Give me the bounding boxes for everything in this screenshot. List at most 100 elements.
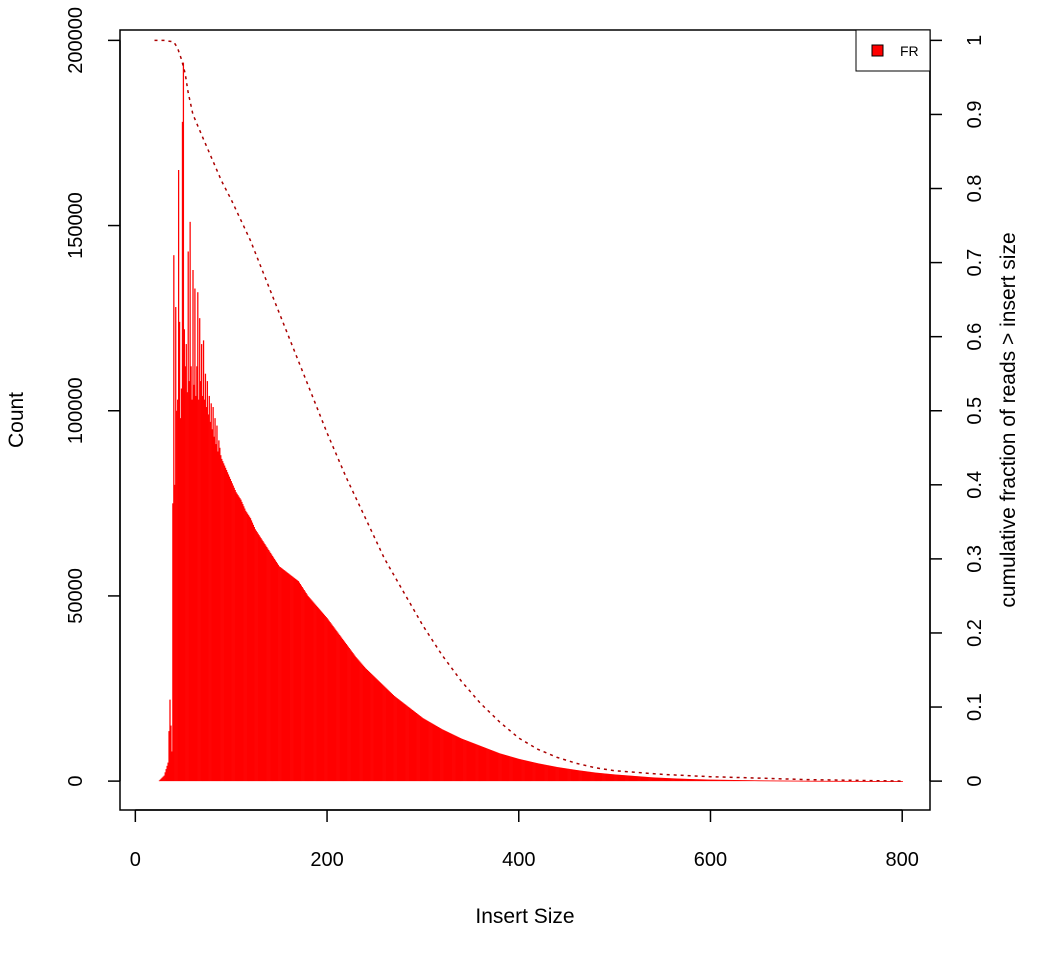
histogram-bar xyxy=(232,485,234,782)
histogram-bar xyxy=(571,769,573,782)
histogram-bar xyxy=(613,774,615,782)
histogram-bar xyxy=(491,750,493,782)
histogram-bar xyxy=(583,771,585,782)
histogram-bar xyxy=(751,780,753,782)
histogram-bar xyxy=(495,751,497,782)
histogram-bar xyxy=(361,663,363,782)
histogram-bar xyxy=(851,780,854,782)
y-axis-title: Count xyxy=(5,392,28,448)
histogram-bar xyxy=(827,780,830,782)
histogram-bar xyxy=(326,618,328,782)
histogram-bar xyxy=(701,779,703,782)
histogram-bar xyxy=(704,779,706,782)
histogram-bar xyxy=(581,770,583,782)
histogram-bar xyxy=(268,550,270,782)
histogram-bar xyxy=(670,778,672,782)
histogram-bar xyxy=(236,493,238,782)
histogram-bar xyxy=(543,764,545,782)
histogram-bar xyxy=(194,288,196,782)
histogram-bar xyxy=(204,373,207,782)
histogram-bar xyxy=(208,395,210,782)
histogram-bar xyxy=(726,779,728,782)
histogram-bar xyxy=(764,780,766,782)
histogram-bar xyxy=(170,725,172,782)
histogram-bar xyxy=(332,625,334,782)
histogram-bar xyxy=(510,756,512,782)
histogram-bar xyxy=(503,754,506,782)
histogram-bar xyxy=(801,780,803,782)
histogram-bar xyxy=(299,584,301,782)
histogram-bar xyxy=(690,779,693,782)
histogram-bar xyxy=(593,772,595,782)
histogram-bar xyxy=(568,768,570,782)
histogram-bar xyxy=(792,780,794,782)
histogram-bar xyxy=(843,780,845,782)
histogram-bar xyxy=(700,779,702,782)
histogram-bar xyxy=(159,779,162,782)
histogram-bar xyxy=(442,729,444,782)
histogram-bar xyxy=(559,767,561,782)
histogram-bar xyxy=(660,777,662,782)
histogram-bar xyxy=(475,744,477,782)
histogram-bar xyxy=(549,765,552,782)
histogram-bar xyxy=(706,779,708,782)
histogram-bar xyxy=(591,772,593,782)
histogram-bar xyxy=(561,767,563,782)
histogram-bar xyxy=(860,780,862,782)
histogram-bar xyxy=(564,768,566,782)
histogram-bar xyxy=(235,492,237,782)
histogram-bar xyxy=(470,742,472,782)
histogram-bar xyxy=(710,779,712,782)
histogram-bar xyxy=(585,771,587,782)
histogram-bar xyxy=(808,780,810,782)
histogram-bar xyxy=(389,692,392,782)
histogram-bar xyxy=(473,743,475,782)
histogram-bar xyxy=(247,515,250,782)
histogram-bar xyxy=(386,688,388,782)
histogram-bar xyxy=(439,728,441,782)
histogram-bar xyxy=(539,763,541,782)
histogram-bar xyxy=(274,560,277,782)
histogram-bar xyxy=(201,344,203,782)
histogram-bar xyxy=(849,780,852,782)
histogram-bar xyxy=(368,671,371,782)
histogram-bar xyxy=(328,620,330,782)
histogram-bar xyxy=(364,668,367,782)
histogram-bar xyxy=(836,780,838,782)
histogram-bar xyxy=(804,780,807,782)
histogram-bar xyxy=(175,307,177,782)
histogram-bar xyxy=(409,708,412,782)
histogram-bar xyxy=(760,780,763,782)
histogram-bar xyxy=(282,569,284,782)
histogram-bar xyxy=(484,747,486,782)
histogram-bar xyxy=(555,766,557,782)
histogram-bar xyxy=(239,498,241,782)
histogram-bar xyxy=(349,649,351,782)
histogram-bar xyxy=(305,592,307,782)
histogram-bar xyxy=(826,780,829,782)
histogram-bar xyxy=(590,771,592,782)
histogram-bar xyxy=(256,532,258,782)
histogram-bar xyxy=(206,381,209,782)
histogram-bar xyxy=(536,763,538,782)
histogram-bar xyxy=(627,775,629,782)
histogram-bar xyxy=(321,612,324,782)
histogram-bar xyxy=(796,780,798,782)
histogram-bar xyxy=(816,780,818,782)
histogram-bar xyxy=(553,766,556,782)
histogram-bar xyxy=(750,780,752,782)
histogram-bar xyxy=(625,775,627,782)
histogram-bar xyxy=(525,760,528,782)
histogram-bar xyxy=(198,399,200,782)
histogram-bar xyxy=(418,715,420,782)
histogram-bar xyxy=(231,483,233,782)
histogram-bar xyxy=(226,472,229,782)
histogram-bar xyxy=(637,776,639,782)
histogram-bar xyxy=(674,778,676,782)
histogram-bar xyxy=(729,779,731,782)
histogram-bar xyxy=(223,463,225,782)
histogram-bar xyxy=(350,650,352,782)
histogram-bar xyxy=(356,658,358,782)
histogram-bar xyxy=(673,778,675,782)
histogram-bar xyxy=(596,772,599,782)
